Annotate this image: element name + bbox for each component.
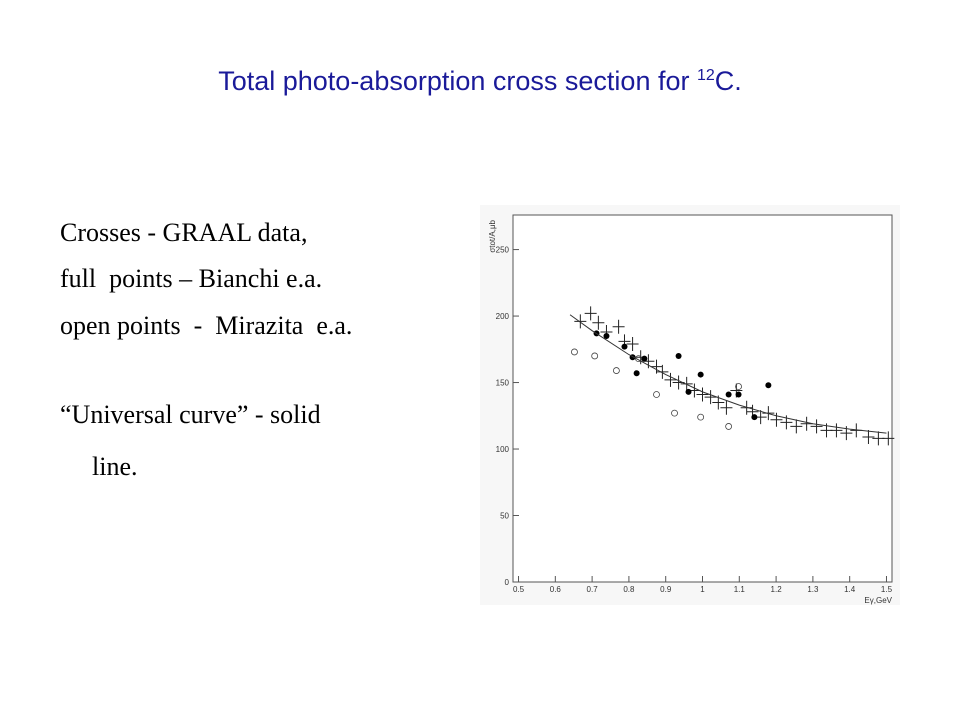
cross-point: [664, 372, 677, 387]
cross-point: [626, 336, 639, 351]
cross-point: [740, 400, 753, 415]
cross-point: [790, 419, 803, 434]
x-tick-label: 1.1: [734, 585, 746, 594]
filled-point: [725, 391, 732, 398]
y-tick-label: 0: [505, 578, 510, 587]
filled-point: [765, 382, 772, 389]
cross-point: [656, 364, 669, 379]
y-axis-label: σtot/A,μb: [488, 219, 497, 252]
filled-point: [603, 333, 610, 340]
title-end: C.: [714, 66, 742, 96]
cross-point: [592, 315, 605, 330]
open-point: [725, 423, 733, 430]
filled-point: [641, 355, 648, 362]
x-tick-label: 1.5: [881, 585, 893, 594]
x-tick-label: 0.6: [550, 585, 562, 594]
cross-point: [574, 314, 587, 329]
x-tick-label: 1.3: [807, 585, 819, 594]
filled-point: [751, 414, 758, 421]
open-point: [735, 383, 742, 390]
text-line: Crosses - GRAAL data,: [60, 218, 308, 247]
y-tick-label: 250: [496, 246, 510, 255]
slide-title: Total photo-absorption cross section for…: [0, 66, 960, 97]
filled-point: [697, 371, 704, 378]
open-point: [571, 348, 578, 356]
y-tick-label: 200: [496, 312, 510, 321]
open-point: [697, 413, 705, 421]
text-line: “Universal curve” - solid: [60, 400, 321, 429]
cross-point: [830, 423, 843, 438]
filled-point: [735, 391, 742, 398]
filled-point: [685, 388, 692, 395]
x-tick-label: 1: [700, 585, 705, 594]
x-axis-label: Eγ,GeV: [864, 596, 892, 605]
filled-point: [621, 343, 628, 350]
y-tick-label: 100: [496, 445, 510, 454]
text-line: full points – Bianchi e.a.: [60, 264, 323, 293]
cross-point: [720, 400, 733, 415]
cross-point: [770, 412, 783, 427]
y-tick-label: 150: [496, 379, 510, 388]
cross-point: [704, 390, 717, 405]
cross-point: [862, 430, 875, 445]
curve: [569, 314, 887, 434]
cross-point: [882, 431, 895, 446]
cross-point: [810, 419, 823, 434]
filled-point: [633, 370, 640, 377]
cross-point: [650, 359, 663, 374]
x-tick-label: 0.7: [587, 585, 599, 594]
open-point: [671, 409, 678, 417]
open-point: [653, 391, 660, 398]
x-tick-label: 1.2: [771, 585, 783, 594]
filled-point: [675, 352, 682, 359]
cross-point: [612, 319, 625, 334]
title-text: Total photo-absorption cross section for: [218, 66, 697, 96]
open-point: [612, 367, 620, 374]
text-line: open points - Mirazita e.a.: [60, 311, 353, 340]
title-superscript: 12: [696, 67, 715, 84]
cross-point: [584, 306, 597, 321]
x-tick-label: 1.4: [844, 585, 856, 594]
x-tick-label: 0.8: [623, 585, 635, 594]
y-tick-label: 50: [500, 512, 509, 521]
x-tick-label: 0.9: [660, 585, 672, 594]
text-line: line.: [92, 452, 138, 481]
open-point: [591, 352, 599, 360]
cross-point: [696, 387, 709, 402]
x-tick-label: 0.5: [513, 585, 525, 594]
